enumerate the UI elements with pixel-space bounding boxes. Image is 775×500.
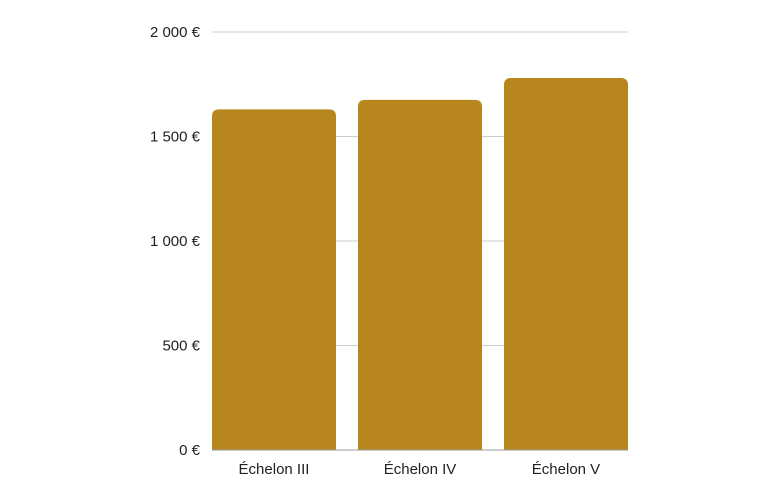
x-category-label: Échelon V	[532, 461, 600, 478]
y-tick-label: 1 500 €	[150, 129, 201, 146]
bar-1	[212, 109, 336, 450]
bars	[212, 77, 628, 451]
y-axis-tick-labels: 0 € 500 € 1 000 € 1 500 € 2 000 €	[150, 24, 201, 459]
y-tick-label: 0 €	[179, 442, 201, 459]
bar-2	[358, 99, 482, 451]
y-tick-label: 1 000 €	[150, 233, 201, 250]
y-tick-label: 500 €	[162, 338, 200, 355]
x-axis-category-labels: Échelon III Échelon IV Échelon V	[239, 461, 601, 478]
x-category-label: Échelon III	[239, 461, 310, 478]
x-category-label: Échelon IV	[384, 461, 457, 478]
y-tick-label: 2 000 €	[150, 24, 201, 41]
bar-3	[504, 77, 628, 450]
